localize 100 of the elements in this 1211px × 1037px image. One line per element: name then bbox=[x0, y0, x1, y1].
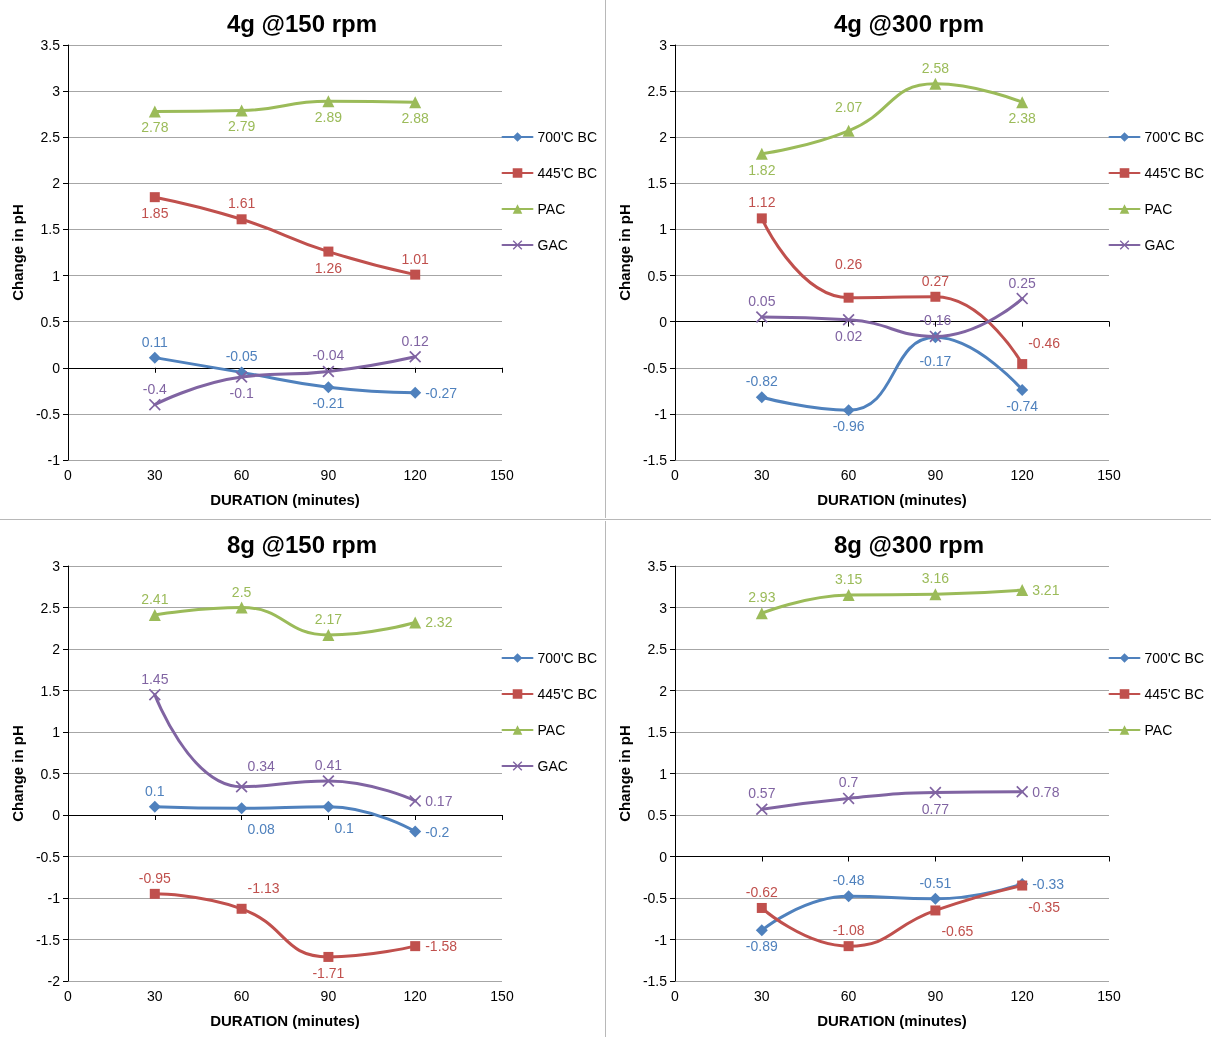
data-label: 0.26 bbox=[834, 255, 863, 272]
x-tick-label: 60 bbox=[233, 467, 250, 483]
data-label: 1.12 bbox=[748, 194, 776, 211]
y-tick-label: -0.5 bbox=[642, 359, 668, 376]
data-label: -0.65 bbox=[941, 923, 974, 940]
data-label: 1.26 bbox=[314, 259, 343, 276]
x-axis-title: DURATION (minutes) bbox=[210, 1012, 360, 1029]
data-label: -0.62 bbox=[745, 883, 778, 900]
y-tick-label: 0.5 bbox=[647, 267, 668, 284]
point bbox=[1016, 383, 1029, 396]
y-tick-label: 3 bbox=[659, 37, 668, 53]
x-tick-label: 120 bbox=[403, 467, 428, 483]
data-label: -0.21 bbox=[312, 395, 345, 412]
point bbox=[322, 628, 335, 641]
data-label: 2.5 bbox=[231, 583, 252, 600]
x-tick-label: 30 bbox=[147, 467, 163, 483]
point bbox=[842, 404, 855, 417]
y-tick-label: -1 bbox=[654, 405, 668, 422]
data-label: 0.78 bbox=[1032, 783, 1060, 800]
point bbox=[756, 213, 767, 224]
data-label: 2.78 bbox=[141, 119, 169, 136]
point bbox=[409, 616, 422, 629]
y-tick-label: 3 bbox=[52, 83, 61, 100]
y-tick-label: 1 bbox=[52, 267, 61, 284]
y-tick-label: 0 bbox=[52, 359, 61, 376]
y-tick-label: -0.5 bbox=[35, 405, 61, 422]
point bbox=[148, 105, 161, 118]
point bbox=[148, 351, 161, 364]
x-tick-label: 60 bbox=[840, 467, 857, 483]
point bbox=[843, 941, 854, 952]
y-tick-label: -1.5 bbox=[642, 452, 668, 468]
y-tick-label: 3.5 bbox=[40, 37, 61, 53]
data-label: -0.33 bbox=[1032, 875, 1065, 892]
y-tick-label: 0 bbox=[659, 313, 668, 330]
point bbox=[755, 924, 768, 937]
data-label: 0.7 bbox=[838, 774, 859, 791]
x-tick-label: 150 bbox=[490, 467, 514, 483]
x-tick-label: 30 bbox=[754, 988, 770, 1004]
data-label: -0.2 bbox=[425, 823, 450, 840]
point bbox=[149, 192, 160, 203]
point bbox=[409, 825, 422, 838]
legend-label: 445'C BC bbox=[537, 686, 597, 702]
data-label: -0.17 bbox=[919, 353, 952, 370]
data-label: 1.45 bbox=[141, 670, 169, 687]
x-tick-label: 150 bbox=[1097, 988, 1121, 1004]
point bbox=[755, 607, 768, 620]
point bbox=[755, 803, 768, 816]
data-label: -0.48 bbox=[832, 872, 865, 889]
x-tick-label: 0 bbox=[64, 988, 73, 1004]
data-label: 0.1 bbox=[145, 782, 165, 799]
y-axis-title: Change in pH bbox=[615, 204, 633, 301]
point bbox=[235, 601, 248, 614]
point bbox=[322, 95, 335, 108]
y-tick-label: -0.5 bbox=[35, 848, 61, 865]
data-label: -0.51 bbox=[919, 874, 952, 891]
point bbox=[755, 147, 768, 160]
y-tick-label: 2.5 bbox=[40, 129, 61, 146]
point bbox=[755, 391, 768, 404]
y-tick-label: 2 bbox=[659, 682, 668, 699]
y-tick-label: 0.5 bbox=[40, 313, 61, 330]
y-axis-title: Change in pH bbox=[8, 725, 26, 822]
point bbox=[842, 589, 855, 602]
data-label: 0.27 bbox=[921, 272, 950, 289]
data-label: -0.82 bbox=[745, 373, 778, 390]
data-label: 1.82 bbox=[748, 161, 776, 178]
y-tick-label: -1 bbox=[47, 452, 61, 468]
data-label: 2.32 bbox=[425, 614, 453, 631]
y-tick-label: 1.5 bbox=[40, 221, 61, 238]
y-tick-label: 1 bbox=[659, 221, 668, 238]
y-tick-label: 3 bbox=[659, 599, 668, 616]
legend-label: GAC bbox=[537, 758, 568, 774]
data-label: 2.17 bbox=[314, 610, 343, 627]
legend-label: 700'C BC bbox=[1144, 129, 1204, 145]
legend-label: GAC bbox=[1144, 237, 1175, 253]
legend-label: 445'C BC bbox=[1144, 165, 1204, 181]
y-tick-label: -1 bbox=[654, 931, 668, 948]
x-tick-label: 0 bbox=[64, 467, 73, 483]
data-label: -0.74 bbox=[1006, 397, 1039, 414]
legend-label: PAC bbox=[537, 201, 566, 217]
point bbox=[929, 786, 942, 799]
y-tick-label: -1.5 bbox=[35, 931, 61, 948]
point bbox=[842, 792, 855, 805]
data-label: 1.01 bbox=[401, 250, 430, 267]
data-label: 0.11 bbox=[141, 333, 169, 350]
y-tick-label: 3 bbox=[52, 558, 61, 574]
data-label: -0.1 bbox=[229, 385, 254, 401]
x-tick-label: 30 bbox=[147, 988, 163, 1004]
x-tick-label: 0 bbox=[671, 988, 680, 1004]
legend-label: GAC bbox=[537, 237, 568, 253]
data-label: 3.16 bbox=[921, 570, 950, 587]
y-axis-title: Change in pH bbox=[8, 204, 26, 301]
y-tick-label: 1 bbox=[52, 724, 61, 740]
point bbox=[322, 381, 335, 394]
data-label: 0.08 bbox=[247, 821, 276, 838]
data-label: -0.04 bbox=[312, 347, 345, 364]
legend-label: PAC bbox=[537, 722, 566, 738]
point bbox=[409, 386, 422, 399]
data-label: -0.4 bbox=[142, 380, 168, 397]
legend-label: PAC bbox=[1144, 201, 1173, 217]
x-tick-label: 120 bbox=[1010, 988, 1035, 1004]
